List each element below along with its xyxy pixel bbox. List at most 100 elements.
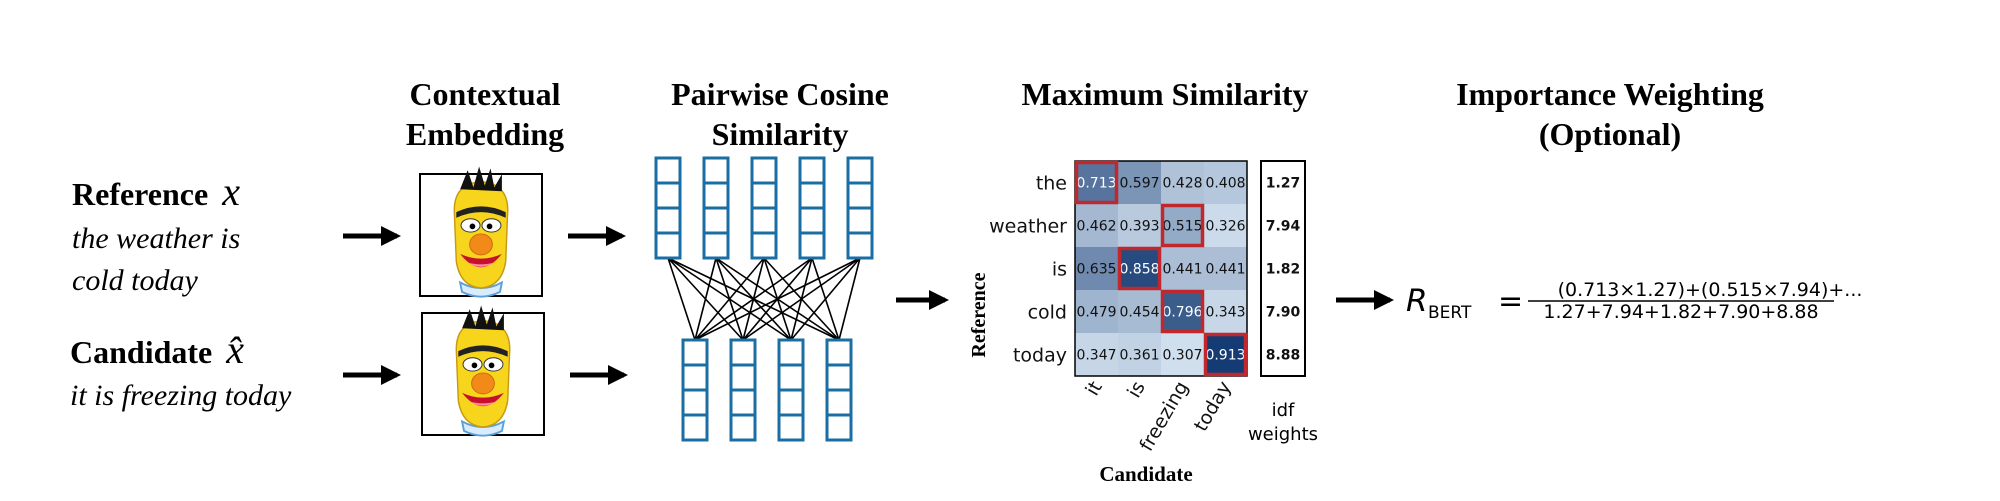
- embedding-vectors: [654, 156, 874, 442]
- reference-vector-cell: [654, 206, 682, 235]
- reference-vector-cell: [846, 206, 874, 235]
- candidate-vector-cell: [777, 413, 805, 442]
- heatmap-cell: [1075, 204, 1118, 247]
- max-similarity-highlight: [1160, 289, 1205, 334]
- row-tick-label: cold: [1028, 302, 1067, 324]
- reference-vector-cell: [654, 181, 682, 210]
- candidate-vector-cell: [777, 338, 805, 367]
- row-axis-label: Reference: [968, 272, 990, 357]
- heatmap-value: 0.307: [1162, 348, 1202, 364]
- reference-label: Reference: [72, 176, 209, 212]
- idf-weight-value: 7.90: [1266, 305, 1301, 321]
- idf-weight-value: 8.88: [1266, 348, 1301, 364]
- heatmap-cell: [1204, 333, 1247, 376]
- candidate-vector-cell: [681, 338, 709, 367]
- max-similarity-highlight: [1117, 246, 1162, 291]
- heatmap-cell: [1118, 161, 1161, 204]
- idf-label-line: weights: [1248, 424, 1318, 445]
- formula-denominator: 1.27+7.94+1.82+7.90+8.88: [1543, 301, 1818, 323]
- idf-weights-box: [1260, 160, 1306, 377]
- reference-vector-cell: [702, 181, 730, 210]
- heatmap-cell: [1161, 161, 1204, 204]
- candidate-vector-cell: [681, 413, 709, 442]
- similarity-connection: [694, 257, 717, 341]
- candidate-sentence: it is freezing today: [70, 379, 292, 412]
- bertscore-formula: R BERT = (0.713×1.27)+(0.515×7.94)+... 1…: [1406, 279, 1862, 323]
- similarity-connection: [667, 257, 696, 341]
- heatmap-value: 0.393: [1119, 219, 1159, 235]
- similarity-connection: [838, 257, 861, 341]
- reference-vector-cell: [798, 181, 826, 210]
- reference-vector-cell: [750, 156, 778, 185]
- header-contextual-embedding: Contextual Embedding: [375, 74, 595, 154]
- max-similarity-highlight: [1074, 160, 1119, 205]
- idf-label-line: idf: [1272, 400, 1295, 421]
- reference-symbol: x: [222, 169, 240, 214]
- formula-equals: =: [1498, 284, 1523, 319]
- candidate-vector-cell: [729, 413, 757, 442]
- candidate-vector-cell: [729, 363, 757, 392]
- heatmap-cell: [1204, 204, 1247, 247]
- reference-vector-cell: [798, 156, 826, 185]
- reference-heading: Reference x: [72, 172, 240, 214]
- heatmap-value: 0.479: [1076, 305, 1116, 321]
- reference-vector-cell: [798, 206, 826, 235]
- row-tick-label: today: [1013, 345, 1067, 367]
- col-axis-label: Candidate: [1099, 462, 1192, 486]
- idf-weight-value: 1.27: [1266, 176, 1301, 192]
- idf-weight-value: 7.94: [1266, 219, 1301, 235]
- similarity-connection: [742, 257, 861, 341]
- candidate-vector-cell: [825, 338, 853, 367]
- heatmap-cell: [1161, 204, 1204, 247]
- candidate-vector-cell: [729, 338, 757, 367]
- heatmap-value: 0.361: [1119, 348, 1159, 364]
- heatmap-value: 0.796: [1162, 305, 1202, 321]
- reference-vector-cell: [846, 156, 874, 185]
- heatmap-cell: [1161, 333, 1204, 376]
- heatmap-value: 0.408: [1205, 176, 1245, 192]
- header-line: Pairwise Cosine: [671, 76, 889, 112]
- heatmap-cell: [1204, 247, 1247, 290]
- reference-vector-cell: [654, 156, 682, 185]
- heatmap-cell: [1118, 247, 1161, 290]
- header-line: (Optional): [1538, 116, 1682, 152]
- idf-weights-column: 1.27 7.94 1.82 7.90 8.88: [1260, 160, 1306, 377]
- similarity-heatmap: 0.713 0.597 0.428 0.408 0.462 0.393 0.515 0.326…: [989, 160, 1248, 455]
- reference-vector-cell: [798, 231, 826, 260]
- reference-sentence: the weather is cold today: [72, 218, 240, 302]
- candidate-vector-cell: [681, 388, 709, 417]
- candidate-vector-cell: [729, 388, 757, 417]
- candidate-vector-cell: [825, 388, 853, 417]
- heatmap-value: 0.428: [1162, 176, 1202, 192]
- row-tick-label: weather: [989, 216, 1067, 238]
- header-importance-weighting: Importance Weighting (Optional): [1420, 74, 1800, 154]
- heatmap-value: 0.441: [1162, 262, 1202, 278]
- heatmap-value: 0.713: [1076, 176, 1116, 192]
- heatmap-frame: [1074, 160, 1248, 377]
- heatmap-value: 0.454: [1119, 305, 1159, 321]
- col-tick-label: today: [1190, 378, 1236, 436]
- heatmap-value: 0.597: [1119, 176, 1159, 192]
- header-line: Contextual: [409, 76, 561, 112]
- candidate-vector-cell: [777, 388, 805, 417]
- bert-model-icon: [453, 165, 509, 298]
- heatmap-value: 0.462: [1076, 219, 1116, 235]
- candidate-vector-cell: [825, 363, 853, 392]
- header-pairwise-cosine: Pairwise Cosine Similarity: [640, 74, 920, 154]
- heatmap-cell: [1075, 290, 1118, 333]
- heatmap-cell: [1118, 333, 1161, 376]
- bert-model-icon: [455, 304, 511, 437]
- heatmap-cell: [1204, 290, 1247, 333]
- reference-line: the weather is: [72, 222, 241, 255]
- heatmap-cell: [1118, 204, 1161, 247]
- header-line: Similarity: [711, 116, 849, 152]
- reference-line: cold today: [72, 264, 198, 297]
- heatmap-value: 0.913: [1205, 348, 1245, 364]
- heatmap-cell: [1075, 333, 1118, 376]
- header-line: Embedding: [405, 116, 565, 152]
- header-line: Maximum Similarity: [1021, 76, 1309, 112]
- row-tick-label: the: [1036, 173, 1067, 195]
- similarity-connection: [694, 257, 813, 341]
- heatmap-cell: [1204, 161, 1247, 204]
